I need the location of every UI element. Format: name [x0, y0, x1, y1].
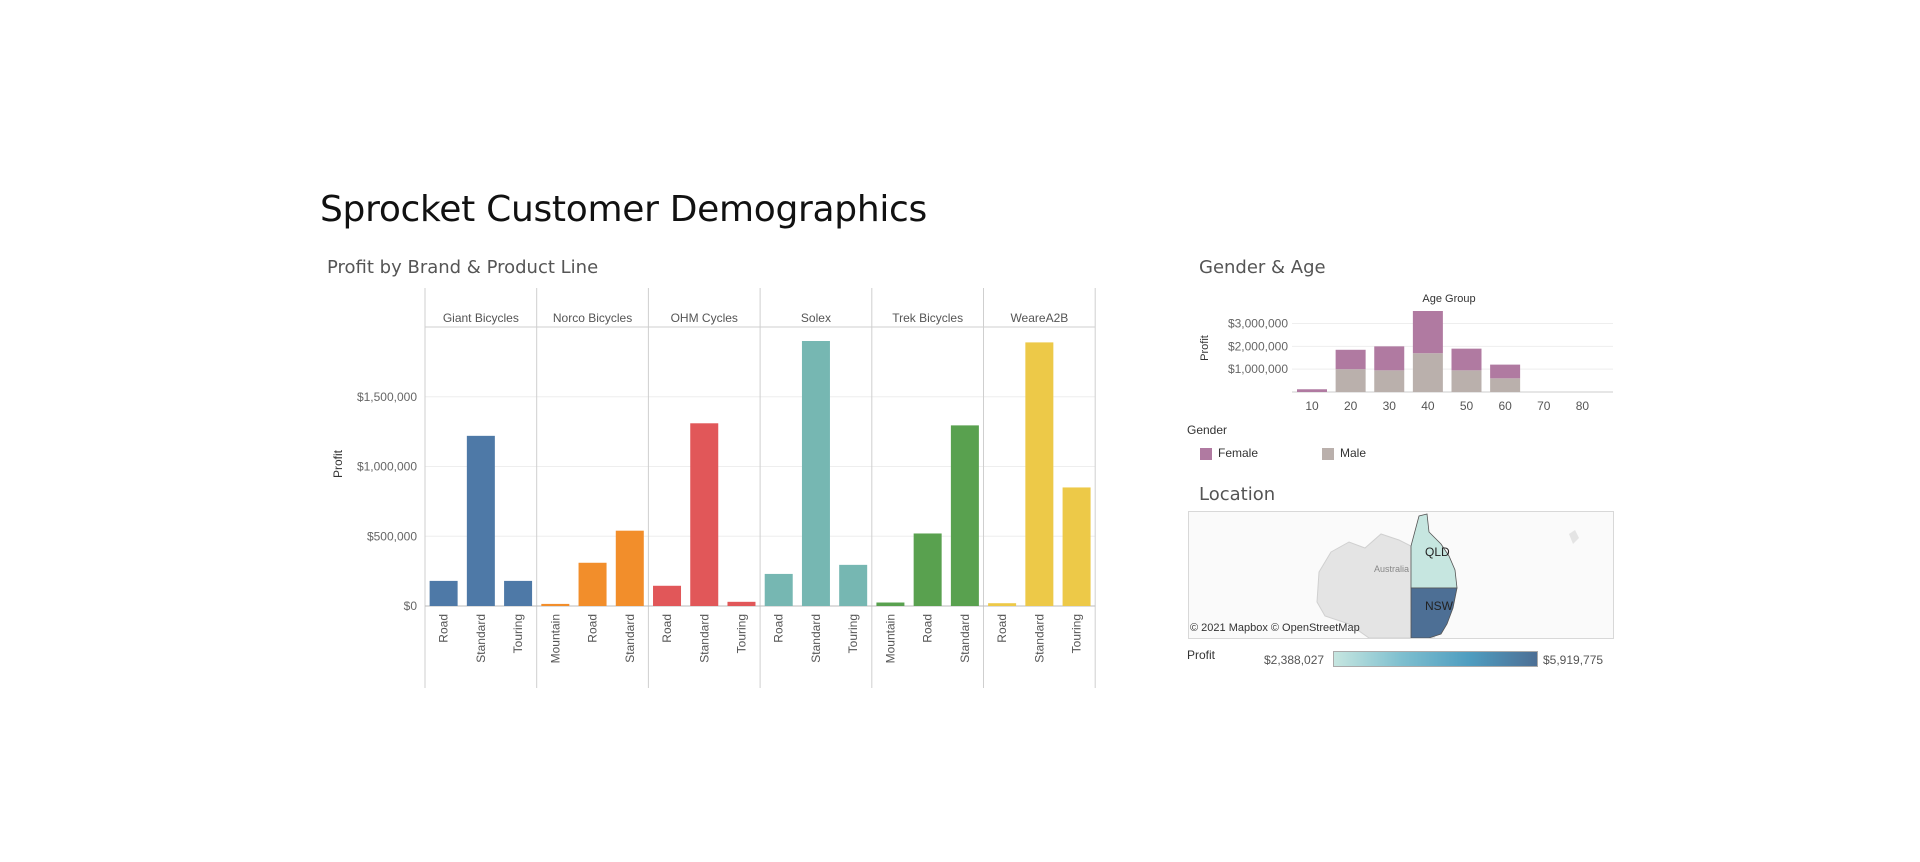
brand-header-label: Norco Bicycles: [553, 311, 632, 325]
x-tick-label: 50: [1460, 399, 1474, 413]
y-tick-label: $2,000,000: [1228, 339, 1288, 353]
x-tick-label: Road: [995, 614, 1009, 643]
x-tick-label: Standard: [1032, 614, 1046, 663]
bar: [504, 580, 533, 606]
map-canvas: Australia QLD NSW: [1316, 513, 1579, 638]
y-tick-label: $1,000,000: [357, 460, 417, 474]
map-label-nsw: NSW: [1425, 599, 1454, 613]
map-label-australia: Australia: [1374, 564, 1409, 574]
nsw-region[interactable]: [1410, 587, 1458, 638]
y-axis-label: Profit: [331, 449, 345, 478]
map-attribution[interactable]: © 2021 Mapbox © OpenStreetMap: [1190, 622, 1360, 634]
x-tick-label: Standard: [623, 614, 637, 663]
y-tick-label: $3,000,000: [1228, 317, 1288, 331]
bar: [653, 585, 682, 606]
age-group-title: Age Group: [1422, 293, 1475, 305]
profit-legend-label: Profit: [1187, 648, 1216, 662]
profit-max-label: $5,919,775: [1543, 653, 1604, 667]
bar: [876, 602, 905, 606]
stacked-bar-segment: [1451, 370, 1482, 392]
bar: [839, 564, 868, 606]
y-tick-label: $1,000,000: [1228, 362, 1288, 376]
x-tick-label: 10: [1305, 399, 1319, 413]
x-tick-label: Standard: [474, 614, 488, 663]
x-tick-label: 60: [1498, 399, 1512, 413]
stacked-bar-segment: [1374, 346, 1405, 371]
x-tick-label: Road: [660, 614, 674, 643]
stacked-bar-segment: [1490, 364, 1521, 379]
australia-landmass: [1316, 533, 1412, 638]
legend-label-female: Female: [1218, 446, 1259, 460]
bar: [764, 573, 793, 606]
gender-age-title: Gender & Age: [1199, 257, 1326, 278]
x-tick-label: Mountain: [548, 614, 562, 663]
stacked-bar-segment: [1335, 349, 1366, 370]
bar: [1062, 487, 1091, 606]
islands-shape: [1569, 530, 1579, 544]
dashboard-title: Sprocket Customer Demographics: [320, 189, 928, 230]
x-tick-label: 30: [1383, 399, 1397, 413]
brand-header-label: OHM Cycles: [671, 311, 738, 325]
bar: [988, 603, 1017, 606]
x-tick-label: 20: [1344, 399, 1358, 413]
legend-item-female[interactable]: Female: [1200, 446, 1258, 460]
x-tick-label: 70: [1537, 399, 1551, 413]
stacked-bar-segment: [1297, 389, 1327, 392]
legend-label-male: Male: [1340, 446, 1367, 460]
x-tick-label: 80: [1576, 399, 1590, 413]
bar: [466, 435, 495, 606]
stacked-bar-segment: [1412, 311, 1443, 354]
gender-legend-title: Gender: [1187, 423, 1228, 437]
brand-header-label: Trek Bicycles: [892, 311, 963, 325]
bar: [950, 425, 979, 606]
male-swatch: [1322, 447, 1334, 460]
stacked-bar-segment: [1412, 353, 1443, 392]
x-tick-label: Road: [772, 614, 786, 643]
bar: [801, 341, 830, 606]
x-tick-label: Road: [921, 614, 935, 643]
legend-item-male[interactable]: Male: [1322, 446, 1366, 460]
x-tick-label: Touring: [511, 614, 525, 653]
age-y-axis-label: Profit: [1199, 335, 1211, 361]
bar: [727, 601, 756, 606]
stacked-bar-segment: [1374, 370, 1405, 392]
bar: [429, 580, 458, 606]
x-tick-label: Touring: [846, 614, 860, 653]
stacked-bar-segment: [1451, 348, 1482, 371]
x-tick-label: Standard: [958, 614, 972, 663]
map-label-qld: QLD: [1425, 545, 1450, 559]
x-tick-label: Touring: [734, 614, 748, 653]
bar: [541, 603, 570, 606]
brand-header-label: Solex: [801, 311, 831, 325]
y-tick-label: $0: [404, 599, 418, 613]
profit-min-label: $2,388,027: [1264, 653, 1325, 667]
x-tick-label: Touring: [1070, 614, 1084, 653]
bar: [1025, 342, 1054, 606]
stacked-bar-segment: [1490, 378, 1521, 392]
y-tick-label: $500,000: [367, 529, 417, 543]
bar: [690, 423, 719, 606]
x-tick-label: Road: [586, 614, 600, 643]
x-tick-label: Mountain: [883, 614, 897, 663]
x-tick-label: Standard: [697, 614, 711, 663]
brand-chart-title: Profit by Brand & Product Line: [327, 257, 599, 278]
location-title: Location: [1199, 484, 1276, 505]
x-tick-label: Road: [437, 614, 451, 643]
x-tick-label: Standard: [809, 614, 823, 663]
y-tick-label: $1,500,000: [357, 390, 417, 404]
female-swatch: [1200, 447, 1212, 460]
stacked-bar-segment: [1335, 369, 1366, 392]
brand-header-label: Giant Bicycles: [443, 311, 519, 325]
profit-color-ramp: [1333, 651, 1538, 667]
bar: [615, 530, 644, 606]
x-tick-label: 40: [1421, 399, 1435, 413]
bar: [578, 562, 607, 606]
bar: [913, 533, 942, 606]
location-map[interactable]: Australia QLD NSW: [1188, 511, 1614, 639]
brand-header-label: WeareA2B: [1010, 311, 1068, 325]
